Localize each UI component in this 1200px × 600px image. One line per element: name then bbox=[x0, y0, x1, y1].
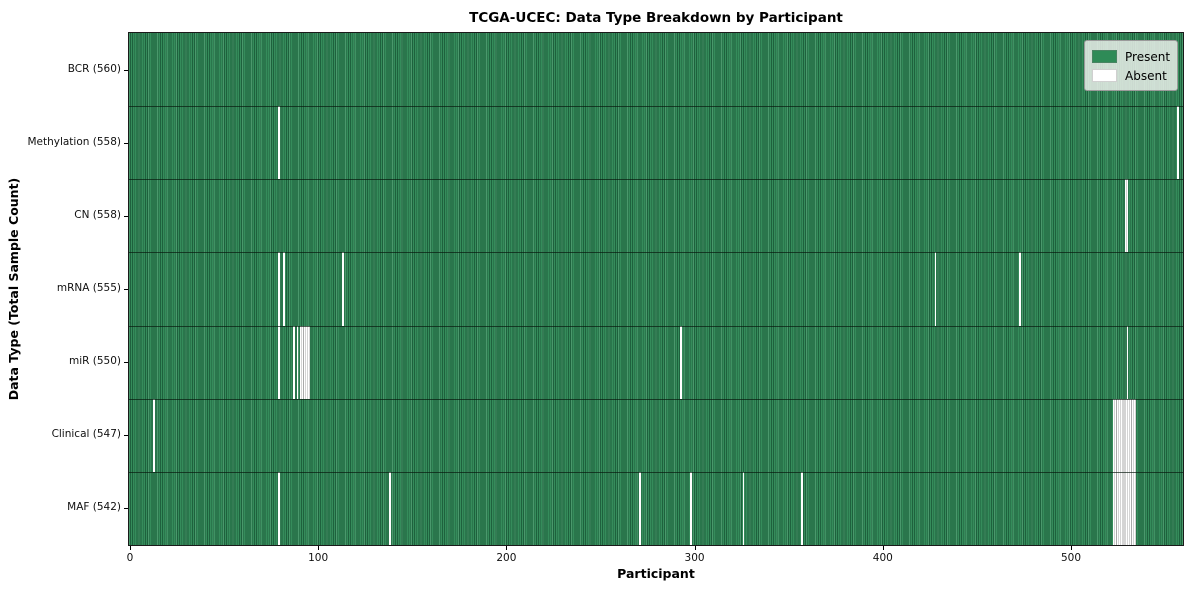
absent-run-maf bbox=[742, 471, 745, 545]
x-tick-label: 400 bbox=[872, 552, 893, 564]
absent-run-mrna bbox=[1019, 252, 1022, 326]
x-tick bbox=[506, 546, 508, 550]
row-separator bbox=[129, 325, 1183, 327]
x-tick bbox=[882, 546, 884, 550]
absent-run-mrna bbox=[341, 252, 344, 326]
absent-run-clinical bbox=[153, 398, 156, 472]
row-separator bbox=[129, 252, 1183, 254]
y-tick bbox=[124, 435, 128, 437]
x-tick bbox=[318, 546, 320, 550]
x-tick bbox=[694, 546, 696, 550]
legend: Present Absent bbox=[1084, 40, 1178, 91]
absent-run-mir bbox=[680, 325, 683, 399]
absent-run-maf bbox=[388, 471, 391, 545]
y-tick-label: Methylation (558) bbox=[27, 135, 121, 148]
absent-run-mir bbox=[292, 325, 295, 399]
x-tick-label: 100 bbox=[308, 552, 329, 564]
absent-run-maf bbox=[689, 471, 692, 545]
x-tick-label: 200 bbox=[496, 552, 517, 564]
y-tick-label: Clinical (547) bbox=[51, 428, 121, 441]
legend-item-present: Present bbox=[1092, 47, 1171, 66]
x-tick-label: 0 bbox=[126, 552, 134, 564]
y-tick bbox=[124, 69, 128, 71]
row-separator bbox=[129, 471, 1183, 473]
y-tick bbox=[124, 289, 128, 290]
y-tick-label: mRNA (555) bbox=[56, 282, 121, 294]
y-tick-label: BCR (560) bbox=[67, 62, 121, 75]
absent-run-mrna bbox=[934, 252, 937, 326]
absent-run-mrna bbox=[277, 252, 280, 326]
absent-run-maf bbox=[1113, 471, 1136, 545]
y-tick-label: CN (558) bbox=[74, 208, 121, 221]
row-separator bbox=[129, 398, 1183, 400]
legend-label-absent: Absent bbox=[1125, 68, 1167, 83]
absent-run-mir bbox=[1126, 325, 1129, 399]
plot-area bbox=[128, 32, 1184, 546]
legend-label-present: Present bbox=[1125, 49, 1171, 64]
x-tick-label: 300 bbox=[684, 552, 705, 564]
row-separator bbox=[129, 179, 1183, 181]
y-tick bbox=[124, 142, 128, 144]
absent-run-maf bbox=[277, 471, 280, 545]
y-tick-label: miR (550) bbox=[68, 355, 121, 368]
absent-color-swatch bbox=[1092, 69, 1117, 82]
absent-run-cn bbox=[1124, 179, 1129, 253]
y-tick-label: MAF (542) bbox=[67, 501, 121, 514]
x-tick bbox=[129, 546, 131, 550]
x-tick bbox=[1071, 546, 1072, 550]
y-tick bbox=[124, 362, 128, 364]
y-tick bbox=[124, 215, 128, 217]
absent-run-methylation bbox=[1177, 106, 1180, 180]
y-tick bbox=[124, 508, 128, 510]
absent-run-maf bbox=[800, 471, 803, 545]
x-tick-label: 500 bbox=[1060, 552, 1082, 564]
x-axis-label: Participant bbox=[617, 566, 695, 581]
absent-run-mrna bbox=[283, 252, 286, 326]
present-heatmap-background bbox=[129, 33, 1183, 545]
absent-run-clinical bbox=[1113, 398, 1136, 472]
absent-run-mir bbox=[296, 325, 299, 399]
present-color-swatch bbox=[1092, 50, 1117, 63]
absent-run-mir bbox=[277, 325, 280, 399]
row-separator bbox=[129, 106, 1183, 108]
absent-run-mir bbox=[300, 325, 310, 399]
absent-run-methylation bbox=[277, 106, 280, 180]
chart-title: TCGA-UCEC: Data Type Breakdown by Partic… bbox=[469, 10, 843, 26]
legend-item-absent: Absent bbox=[1092, 66, 1169, 85]
y-axis-label: Data Type (Total Sample Count) bbox=[6, 177, 21, 401]
absent-run-maf bbox=[639, 471, 641, 545]
